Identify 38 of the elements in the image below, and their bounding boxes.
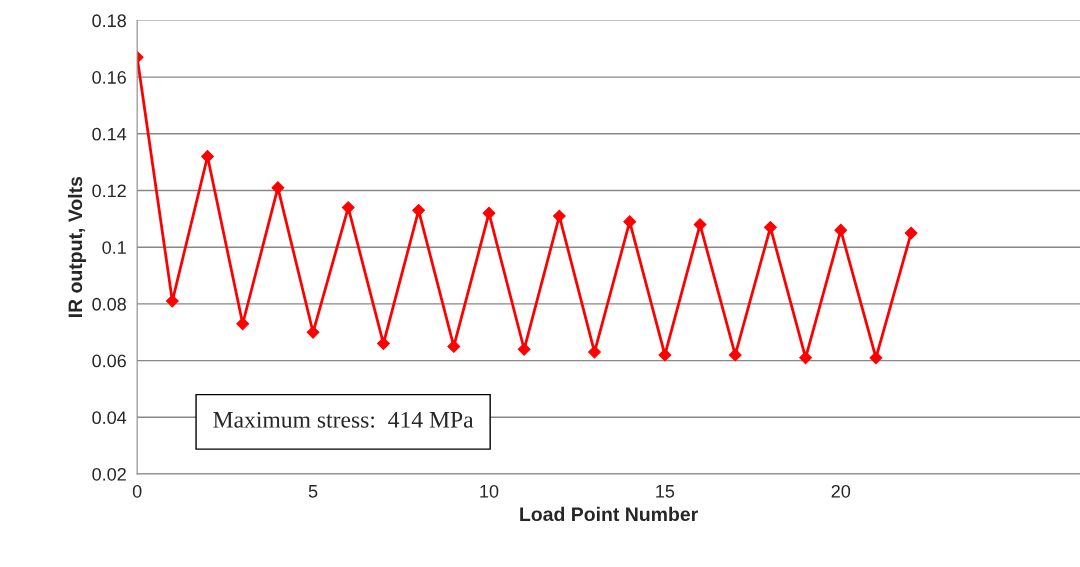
x-tick-label: 20: [831, 484, 851, 498]
point: [869, 351, 883, 365]
point: [236, 317, 250, 331]
point: [693, 218, 707, 231]
point: [482, 206, 496, 220]
point: [377, 337, 390, 351]
x-axis-title: Load Point Number: [520, 506, 698, 522]
annotation: Maximum stress: 414 MPa: [213, 411, 474, 428]
point: [764, 220, 777, 234]
point: [728, 348, 742, 362]
x-tick-label: 15: [656, 485, 675, 498]
y-tick-label: 0.08: [92, 297, 126, 311]
y-tick-label: 0.1: [102, 241, 126, 254]
point: [271, 181, 285, 195]
x-tick-label: 5: [308, 485, 318, 498]
y-axis-title: IR output, Volts: [67, 176, 87, 318]
point: [412, 203, 426, 217]
y-tick-label: 0.18: [92, 14, 126, 28]
point: [904, 226, 918, 240]
y-tick-label: 0.12: [92, 184, 126, 198]
point: [552, 209, 566, 223]
point: [165, 294, 179, 308]
point: [658, 348, 672, 362]
point: [341, 201, 355, 214]
point: [588, 345, 601, 359]
x-tick-label: 0: [132, 484, 142, 498]
y-tick-label: 0.14: [92, 127, 127, 141]
point: [306, 325, 320, 339]
y-tick-label: 0.16: [92, 71, 126, 84]
x-tick-label: 10: [480, 484, 499, 498]
point: [623, 215, 637, 229]
point: [834, 223, 848, 237]
y-tick-label: 0.06: [92, 354, 126, 368]
point: [799, 351, 812, 365]
point: [517, 342, 531, 356]
y-tick-label: 0.02: [92, 467, 126, 481]
point: [447, 340, 461, 353]
y-tick-label: 0.04: [92, 411, 127, 425]
